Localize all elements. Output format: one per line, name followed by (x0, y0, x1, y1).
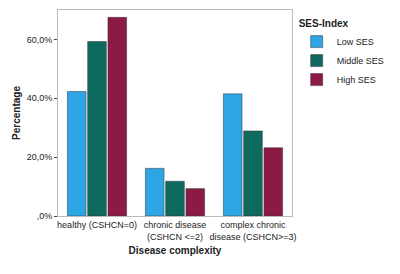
svg-text:Middle SES: Middle SES (337, 56, 384, 66)
svg-text:40,0%: 40,0% (27, 93, 53, 103)
svg-text:Low SES: Low SES (337, 37, 374, 47)
svg-text:healthy (CSHCN=0): healthy (CSHCN=0) (57, 220, 137, 230)
svg-text:complex chronicdisease (CSHCN>: complex chronicdisease (CSHCN>=3) (209, 220, 296, 242)
svg-text:20,0%: 20,0% (27, 152, 53, 162)
svg-text:,0%: ,0% (37, 211, 53, 221)
svg-text:Disease complexity: Disease complexity (129, 245, 222, 256)
svg-text:chronic disease(CSHCN <=2): chronic disease(CSHCN <=2) (144, 220, 207, 242)
svg-text:SES-Index: SES-Index (299, 18, 349, 29)
svg-text:60,0%: 60,0% (27, 35, 53, 45)
svg-text:Percentage: Percentage (11, 86, 22, 140)
svg-text:High SES: High SES (337, 75, 376, 85)
